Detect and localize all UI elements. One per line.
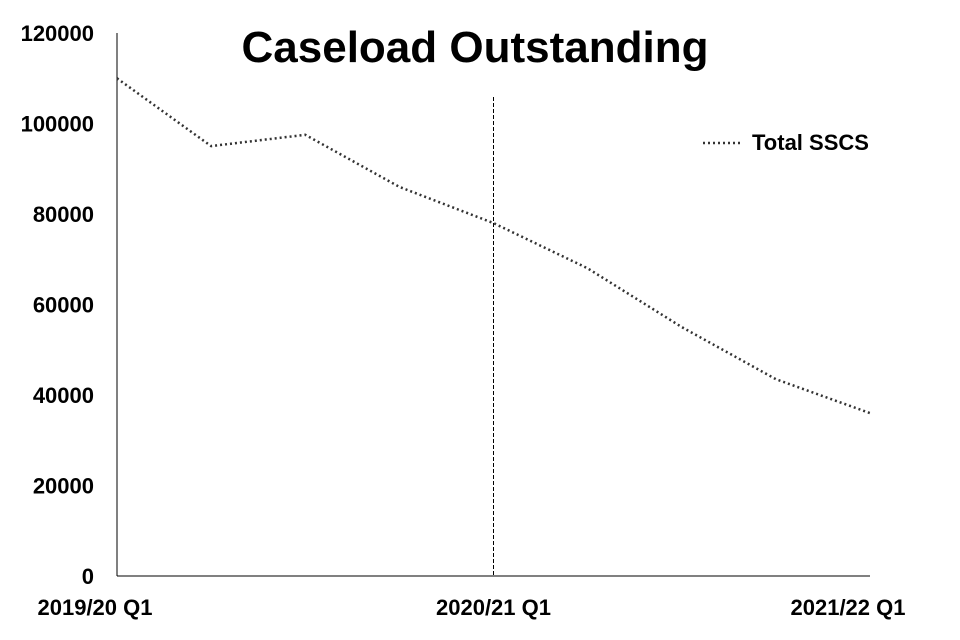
y-tick-label: 20000	[33, 474, 94, 499]
y-tick-label: 40000	[33, 383, 94, 408]
x-tick-label: 2020/21 Q1	[436, 595, 551, 620]
x-axis-ticks: 2019/20 Q1 2020/21 Q1 2021/22 Q1	[38, 595, 906, 620]
y-tick-label: 80000	[33, 202, 94, 227]
series-line-total-sscs	[116, 77, 871, 415]
y-tick-label: 0	[82, 564, 94, 589]
legend: Total SSCS	[703, 130, 869, 155]
legend-label: Total SSCS	[752, 130, 869, 155]
y-tick-label: 100000	[21, 112, 94, 137]
y-tick-label: 60000	[33, 293, 94, 318]
x-tick-label: 2019/20 Q1	[38, 595, 153, 620]
y-axis-ticks: 0 20000 40000 60000 80000 100000 120000	[21, 21, 94, 589]
x-tick-label: 2021/22 Q1	[791, 595, 906, 620]
y-tick-label: 120000	[21, 21, 94, 46]
chart-title: Caseload Outstanding	[242, 23, 709, 72]
